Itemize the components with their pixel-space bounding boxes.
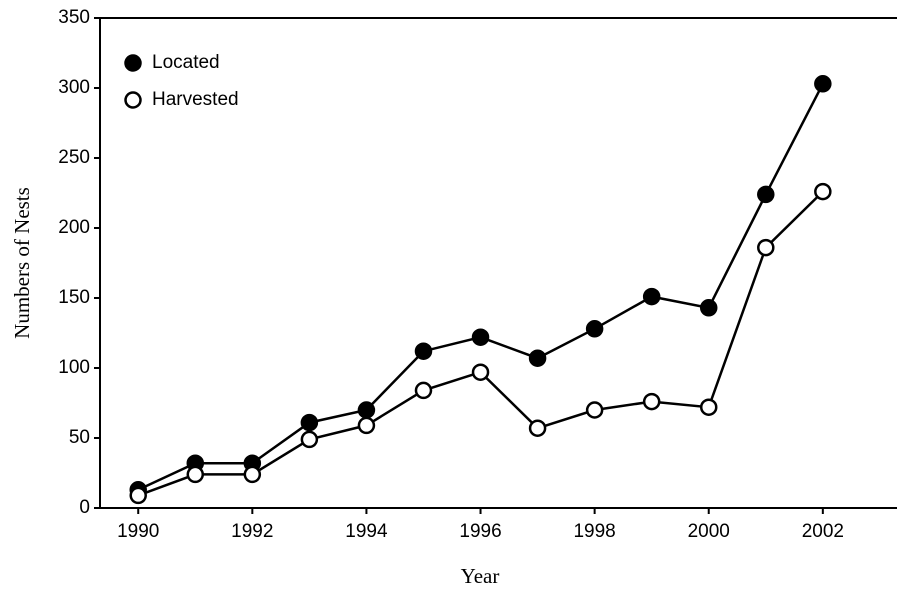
y-tick-label: 200 <box>58 217 90 238</box>
data-point <box>528 419 547 437</box>
series-line <box>137 83 824 491</box>
data-point <box>357 416 376 435</box>
y-tick-label: 50 <box>69 427 90 448</box>
x-axis-label: Year <box>461 564 500 588</box>
y-tick-label: 100 <box>58 357 90 378</box>
data-point <box>129 486 147 505</box>
legend-label: Located <box>152 52 220 73</box>
data-point <box>528 349 547 367</box>
data-point <box>243 465 262 484</box>
y-tick-label: 0 <box>79 497 90 518</box>
x-tick-label: 1998 <box>573 521 615 542</box>
data-point <box>814 182 832 201</box>
x-tick-label: 2002 <box>802 521 844 542</box>
x-tick-label: 1990 <box>117 521 159 542</box>
data-point <box>471 328 490 346</box>
data-point <box>585 401 604 419</box>
x-tick-label: 2000 <box>688 521 730 542</box>
x-tick-label: 1992 <box>231 521 273 542</box>
legend-marker <box>124 54 142 72</box>
data-point <box>699 398 718 416</box>
data-point <box>757 185 775 204</box>
legend-marker <box>124 91 142 109</box>
y-tick-label: 350 <box>58 7 90 28</box>
data-point <box>471 363 490 381</box>
data-point <box>814 75 832 93</box>
y-tick-label: 300 <box>58 77 90 98</box>
data-point <box>642 287 661 306</box>
data-point <box>300 413 319 432</box>
data-point <box>414 381 433 400</box>
data-point <box>699 299 718 317</box>
data-point <box>186 465 205 484</box>
x-tick-label: 1994 <box>345 521 388 542</box>
y-tick-label: 250 <box>58 147 90 168</box>
data-point <box>757 238 775 257</box>
x-tick-label: 1996 <box>459 521 501 542</box>
data-point <box>357 401 376 419</box>
data-point <box>300 430 319 449</box>
data-point <box>414 342 433 360</box>
legend-label: Harvested <box>152 89 239 110</box>
data-point <box>642 392 661 411</box>
data-point <box>585 320 604 338</box>
y-tick-label: 150 <box>58 287 90 308</box>
y-axis-label: Numbers of Nests <box>10 187 34 339</box>
